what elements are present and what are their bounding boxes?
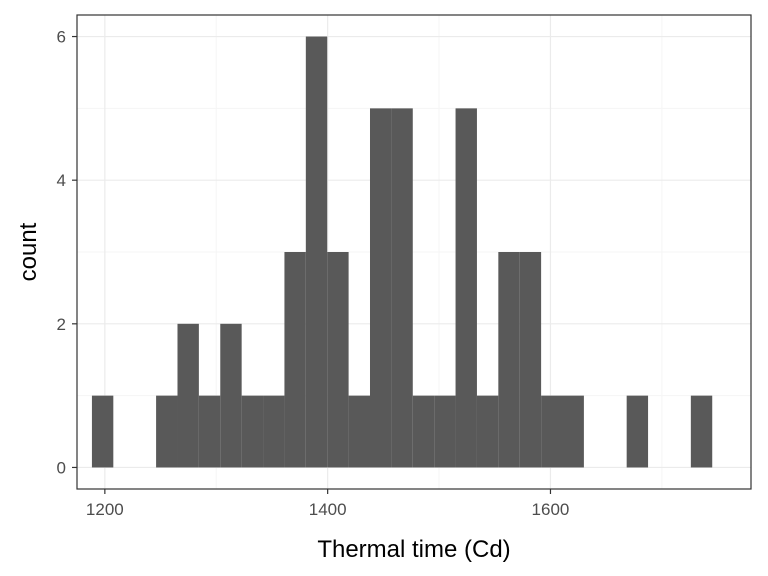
ticks-layer: 1200 1400 1600 0 2 4 6 xyxy=(57,28,570,519)
histogram-bar xyxy=(476,395,499,468)
histogram-bar xyxy=(369,108,392,468)
histogram-bar xyxy=(434,395,456,468)
y-tick-label: 4 xyxy=(57,171,66,190)
histogram-bar xyxy=(498,252,520,468)
histogram-bar xyxy=(198,395,221,468)
histogram-bar xyxy=(305,36,328,468)
histogram-bar xyxy=(519,252,542,468)
x-tick-label: 1200 xyxy=(86,500,124,519)
histogram-bar xyxy=(348,395,370,468)
histogram-bar xyxy=(626,395,649,468)
y-tick-label: 0 xyxy=(57,458,66,477)
histogram-bar xyxy=(562,395,584,468)
x-tick-label: 1400 xyxy=(309,500,347,519)
histogram-bar xyxy=(220,323,242,468)
x-tick-label: 1600 xyxy=(532,500,570,519)
y-tick-label: 6 xyxy=(57,28,66,47)
histogram-bar xyxy=(156,395,178,468)
histogram-bar xyxy=(177,323,199,468)
y-axis-title: count xyxy=(15,222,42,281)
panel-border xyxy=(76,14,752,490)
histogram-bar xyxy=(327,252,349,468)
histogram-bar xyxy=(455,108,477,468)
histogram-bar xyxy=(263,395,285,468)
bars-layer xyxy=(91,36,713,468)
histogram-bar xyxy=(391,108,413,468)
histogram-bar xyxy=(690,395,713,468)
histogram-bar xyxy=(412,395,435,468)
x-axis-title: Thermal time (Cd) xyxy=(317,536,510,563)
histogram-bar xyxy=(91,395,114,468)
histogram-bar xyxy=(284,252,306,468)
histogram-bar xyxy=(541,395,563,468)
y-tick-label: 2 xyxy=(57,315,66,334)
histogram-bar xyxy=(241,395,264,468)
